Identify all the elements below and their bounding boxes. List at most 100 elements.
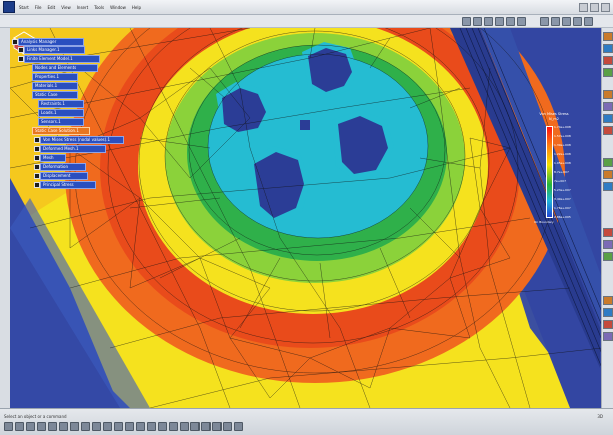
app-logo-icon[interactable] xyxy=(3,1,15,13)
tree-node-restraints[interactable]: Restraints.1 xyxy=(38,100,84,108)
rotate-bottom-icon[interactable] xyxy=(48,422,57,431)
minimize-button[interactable] xyxy=(579,2,588,12)
menu-tools[interactable]: Tools xyxy=(94,4,105,10)
menu-file[interactable]: File xyxy=(34,4,42,10)
legend-tick-label: 3.49e+007 xyxy=(554,196,571,201)
bottom-view-icon[interactable] xyxy=(103,422,112,431)
animate-tool-icon[interactable] xyxy=(603,308,613,317)
tree-expand-icon[interactable] xyxy=(34,173,40,179)
animate-icon[interactable] xyxy=(562,17,571,26)
moment-tool-icon[interactable] xyxy=(603,126,613,135)
fe-viewport[interactable]: Von Mises Stress N_m2 1.74e+008 1.57e+008… xyxy=(10,28,602,408)
zoom-in-icon[interactable] xyxy=(59,422,68,431)
root-node-icon[interactable] xyxy=(12,39,18,45)
load-tool-icon[interactable] xyxy=(603,68,613,77)
tree-node-links-manager[interactable]: Links Manager.1 xyxy=(24,46,85,54)
pan-bottom-icon[interactable] xyxy=(37,422,46,431)
search-icon[interactable] xyxy=(234,422,243,431)
tree-node-von-mises[interactable]: Von Mises Stress (nodal values).1 xyxy=(40,136,124,144)
tree-expand-icon[interactable] xyxy=(34,146,40,152)
iso-view-icon[interactable] xyxy=(136,422,145,431)
tree-node-properties[interactable]: Properties.1 xyxy=(32,73,78,81)
window-controls xyxy=(579,2,610,12)
property-tool-icon[interactable] xyxy=(603,44,613,53)
tree-node-solution[interactable]: Static Case Solution.1 xyxy=(32,127,90,135)
hide-show-icon[interactable] xyxy=(169,422,178,431)
tree-node-principal-stress[interactable]: Principal Stress xyxy=(40,181,96,189)
tree-node-loads[interactable]: Loads.1 xyxy=(38,109,84,117)
bottom-toolbar-group-1 xyxy=(4,422,79,431)
tree-expand-icon[interactable] xyxy=(34,155,40,161)
close-button[interactable] xyxy=(601,2,610,12)
legend-tick-label: 1.76e+007 xyxy=(554,205,571,210)
tree-node-materials[interactable]: Materials.1 xyxy=(32,82,78,90)
menu-insert[interactable]: Insert xyxy=(76,4,89,10)
left-view-icon[interactable] xyxy=(114,422,123,431)
legend-tick-label: 1.57e+008 xyxy=(554,133,571,138)
rotate-icon[interactable] xyxy=(484,17,493,26)
report-tool-icon[interactable] xyxy=(603,296,613,305)
legend-unit: N_m2 xyxy=(548,117,559,121)
shading-icon[interactable] xyxy=(147,422,156,431)
menu-window[interactable]: Window xyxy=(110,4,126,10)
tree-node-static-case[interactable]: Static Case xyxy=(32,91,78,99)
pan-icon[interactable] xyxy=(473,17,482,26)
tree-node-analysis-manager[interactable]: Analysis Manager xyxy=(18,38,84,46)
image-tool-icon[interactable] xyxy=(603,182,613,191)
swap-space-icon[interactable] xyxy=(180,422,189,431)
pressure-tool-icon[interactable] xyxy=(603,114,613,123)
cut-plane-tool-icon[interactable] xyxy=(603,320,613,329)
force-tool-icon[interactable] xyxy=(603,102,613,111)
tree-node-deformation[interactable]: Deformation xyxy=(40,163,86,171)
top-view-icon[interactable] xyxy=(92,422,101,431)
menu-edit[interactable]: Edit xyxy=(47,4,56,10)
undo-icon[interactable] xyxy=(212,422,221,431)
front-view-icon[interactable] xyxy=(70,422,79,431)
tree-node-deformed-mesh[interactable]: Deformed Mesh.1 xyxy=(40,145,106,153)
tree-node-fe-model[interactable]: Finite Element Model.1 xyxy=(24,55,100,63)
tree-expand-icon[interactable] xyxy=(34,164,40,170)
normal-view-icon[interactable] xyxy=(506,17,515,26)
back-view-icon[interactable] xyxy=(81,422,90,431)
restraint-tool-icon[interactable] xyxy=(603,56,613,65)
right-view-icon[interactable] xyxy=(125,422,134,431)
zoom-icon[interactable] xyxy=(462,17,471,26)
tree-expand-icon[interactable] xyxy=(34,137,40,143)
redo-icon[interactable] xyxy=(223,422,232,431)
render-style-icon[interactable] xyxy=(517,17,526,26)
fit-icon[interactable] xyxy=(26,422,35,431)
menu-help[interactable]: Help xyxy=(131,4,141,10)
menu-start[interactable]: Start xyxy=(19,4,29,10)
clamp-tool-icon[interactable] xyxy=(603,90,613,99)
tree-node-mesh[interactable]: Mesh xyxy=(40,154,66,162)
compute-icon[interactable] xyxy=(540,17,549,26)
tree-expand-icon[interactable] xyxy=(34,182,40,188)
fit-all-icon[interactable] xyxy=(495,17,504,26)
legend-tick-label: 1.39e+008 xyxy=(554,142,571,147)
solve-tool-icon[interactable] xyxy=(603,170,613,179)
tree-expand-icon[interactable] xyxy=(18,56,24,62)
sensor-tool-icon[interactable] xyxy=(603,158,613,167)
tree-node-sensors[interactable]: Sensors.1 xyxy=(38,118,84,126)
report-icon[interactable] xyxy=(573,17,582,26)
image-icon[interactable] xyxy=(551,17,560,26)
stress-tool-icon[interactable] xyxy=(603,240,613,249)
tree-node-displacement[interactable]: Displacement xyxy=(40,172,88,180)
sensor-icon[interactable] xyxy=(584,17,593,26)
tree-node-nodes-elements[interactable]: Nodes and Elements xyxy=(32,64,98,72)
fly-icon[interactable] xyxy=(15,422,24,431)
tree-expand-icon[interactable] xyxy=(18,47,24,53)
mesh-tool-icon[interactable] xyxy=(603,32,613,41)
menu-view[interactable]: View xyxy=(61,4,71,10)
stress-legend[interactable]: Von Mises Stress N_m2 1.74e+008 1.57e+008… xyxy=(526,106,582,246)
select-icon[interactable] xyxy=(4,422,13,431)
extrema-tool-icon[interactable] xyxy=(603,332,613,341)
bottom-toolbar: Select an object or a command 3D xyxy=(0,408,613,435)
legend-footer: On Boundary xyxy=(534,220,554,224)
maximize-button[interactable] xyxy=(590,2,599,12)
paste-icon[interactable] xyxy=(201,422,210,431)
wireframe-icon[interactable] xyxy=(158,422,167,431)
copy-icon[interactable] xyxy=(190,422,199,431)
displacement-tool-icon[interactable] xyxy=(603,252,613,261)
deform-tool-icon[interactable] xyxy=(603,228,613,237)
